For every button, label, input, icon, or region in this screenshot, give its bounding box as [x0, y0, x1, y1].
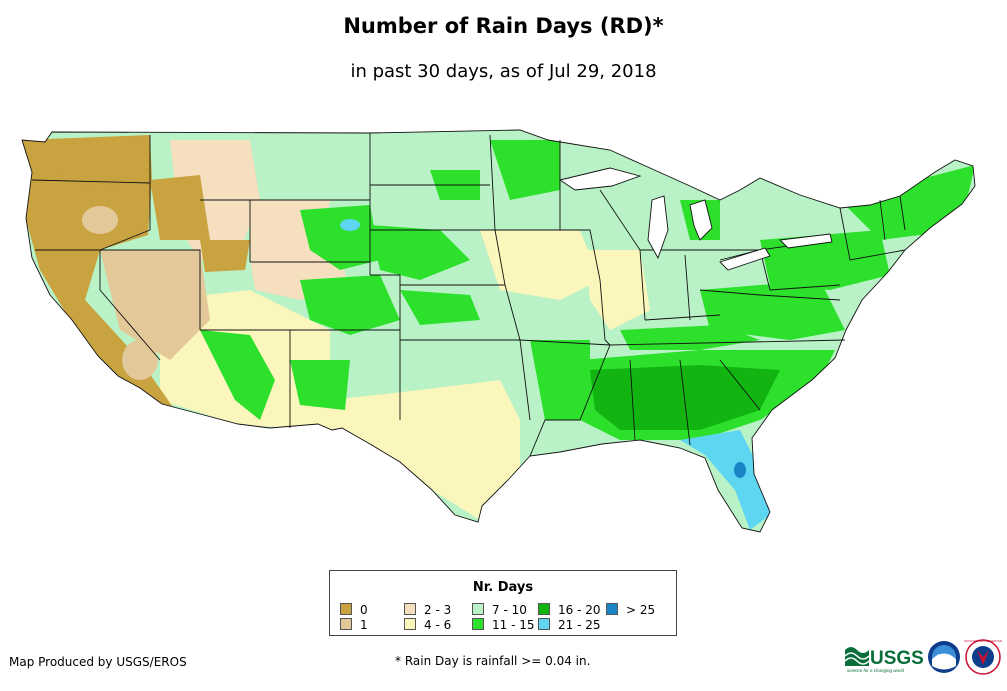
- legend-box: Nr. Days 0 1 2 - 3 4 - 6 7 - 10 11 - 15 …: [329, 570, 677, 636]
- legend-swatch: [606, 603, 618, 615]
- legend-label: > 25: [626, 603, 656, 617]
- legend-label: 4 - 6: [424, 618, 452, 632]
- map-title: Number of Rain Days (RD)*: [343, 14, 664, 38]
- map-credit: Map Produced by USGS/EROS: [9, 655, 187, 669]
- legend-swatch: [472, 618, 484, 630]
- legend-label: 2 - 3: [424, 603, 452, 617]
- usgs-logo-text: USGS: [870, 648, 924, 669]
- nws-logo: NATIONAL WEATHER SERVICE: [964, 639, 1003, 675]
- legend-swatch: [340, 603, 352, 615]
- legend-item-3: 4 - 6: [404, 618, 452, 632]
- legend-swatch: [538, 603, 550, 615]
- legend-label: 1: [360, 618, 368, 632]
- rain-day-footnote: * Rain Day is rainfall >= 0.04 in.: [395, 654, 591, 668]
- rain-day-regions: [22, 135, 975, 530]
- noaa-logo-text: noaa: [937, 654, 952, 660]
- usgs-tagline: science for a changing world: [847, 668, 905, 673]
- legend-item-5: 11 - 15: [472, 618, 535, 632]
- legend-swatch: [340, 618, 352, 630]
- map-subtitle: in past 30 days, as of Jul 29, 2018: [350, 61, 657, 82]
- legend-title: Nr. Days: [472, 580, 534, 595]
- legend-swatch: [472, 603, 484, 615]
- legend-label: 11 - 15: [492, 618, 535, 632]
- legend-label: 21 - 25: [558, 618, 601, 632]
- great-lakes: [558, 167, 833, 271]
- state-boundaries: [21, 129, 976, 533]
- usgs-logo: USGS science for a changing world: [844, 647, 924, 673]
- legend-item-4: 7 - 10: [472, 603, 527, 617]
- legend-label: 16 - 20: [558, 603, 601, 617]
- noaa-logo: noaa: [928, 641, 960, 673]
- legend-item-7: 21 - 25: [538, 618, 601, 632]
- legend-label: 0: [360, 603, 368, 617]
- legend-item-6: 16 - 20: [538, 603, 601, 617]
- legend-swatch: [404, 618, 416, 630]
- nws-logo-text: NATIONAL WEATHER SERVICE: [964, 639, 1003, 643]
- legend-swatch: [538, 618, 550, 630]
- legend-item-2: 2 - 3: [404, 603, 452, 617]
- legend-swatch: [404, 603, 416, 615]
- legend-item-8: > 25: [606, 603, 656, 617]
- us-rain-days-map: [21, 129, 976, 533]
- legend-item-1: 1: [340, 618, 368, 632]
- legend-item-0: 0: [340, 603, 368, 617]
- agency-logos: USGS science for a changing world noaa N…: [844, 639, 1003, 675]
- legend-label: 7 - 10: [492, 603, 527, 617]
